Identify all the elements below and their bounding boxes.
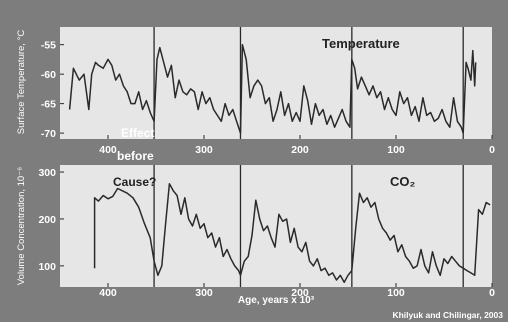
y-tick-label: 300 <box>38 167 56 179</box>
co2-axis-label: Volume Concentration, 10⁻⁶ <box>16 167 27 285</box>
credit-text: Khilyuk and Chilingar, 2003 <box>392 310 503 320</box>
temperature-panel: -55 -60 -65 -70 Surface Temperature, °C Tem… <box>16 27 492 140</box>
y-tick-label: -55 <box>41 40 56 52</box>
y-tick-label: -60 <box>41 69 56 81</box>
x-tick-label: 200 <box>291 287 309 299</box>
temperature-plot-area <box>60 27 492 139</box>
x-tick-label: 0 <box>489 144 495 156</box>
effect-annotation: Effect <box>121 126 154 140</box>
x-tick-label: 0 <box>489 287 495 299</box>
x-tick-label: 400 <box>99 144 117 156</box>
y-tick-label: -70 <box>41 128 56 140</box>
before-annotation: before <box>117 149 154 163</box>
co2-series-label: CO₂ <box>390 174 416 189</box>
x-tick-label: 100 <box>387 287 405 299</box>
x-tick-label: 300 <box>195 144 213 156</box>
co2-plot-area <box>60 165 492 287</box>
y-tick-label: 200 <box>38 214 56 226</box>
co2-panel: 300 200 100 Volume Concentration, 10⁻⁶ CO₂ <box>16 165 492 287</box>
cause-annotation: Cause? <box>113 175 156 189</box>
y-tick-label: 100 <box>38 261 56 273</box>
x-axis-label: Age, years x 10³ <box>238 295 315 306</box>
x-tick-label: 200 <box>291 144 309 156</box>
y-tick-label: -65 <box>41 99 56 111</box>
x-tick-label: 100 <box>387 144 405 156</box>
temperature-line <box>68 43 477 134</box>
temperature-axis-label: Surface Temperature, °C <box>16 30 27 135</box>
x-tick-label: 400 <box>99 287 117 299</box>
co2-line <box>93 183 491 284</box>
temperature-series-label: Temperature <box>322 36 400 51</box>
x-tick-label: 300 <box>195 287 213 299</box>
